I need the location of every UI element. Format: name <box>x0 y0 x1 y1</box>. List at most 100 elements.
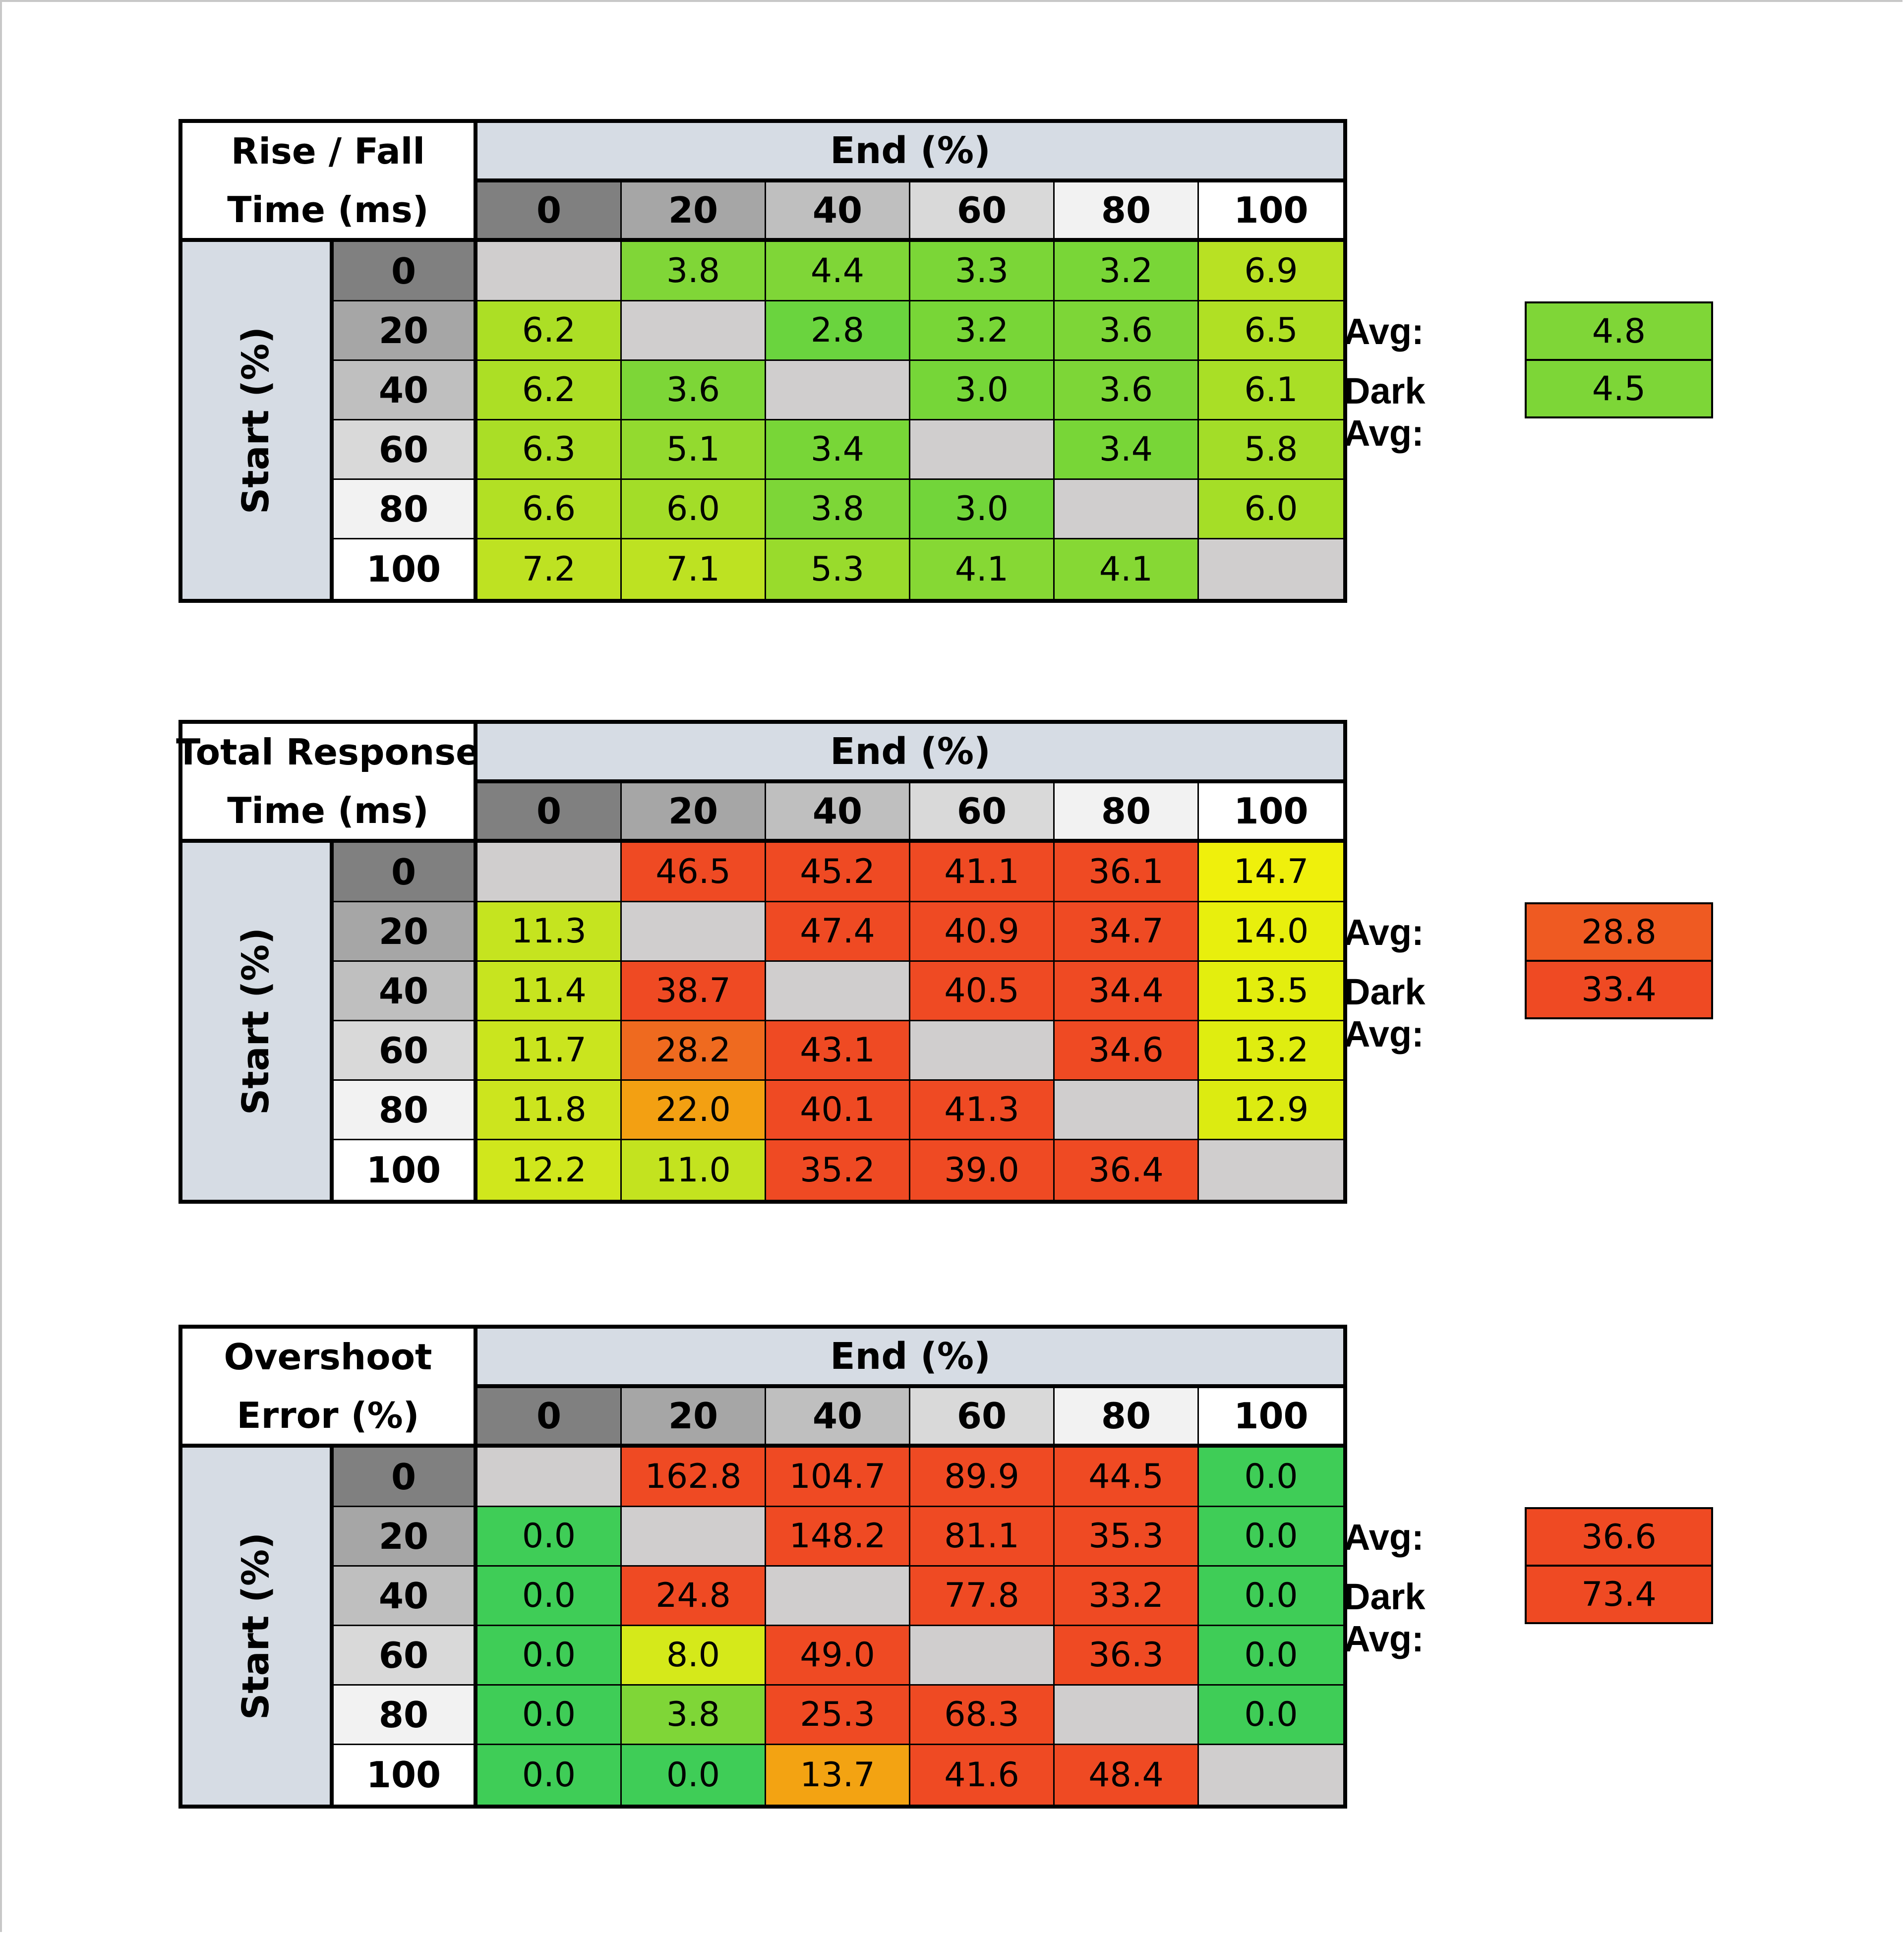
row-header: 100 <box>334 1140 477 1200</box>
value-cell: 4.4 <box>766 242 910 301</box>
value-cell: 89.9 <box>910 1448 1055 1507</box>
table-title: Rise / Fall Time (ms) <box>182 123 477 242</box>
diagonal-cell <box>477 1448 622 1507</box>
value-cell: 11.4 <box>477 962 622 1021</box>
column-header: 20 <box>622 783 766 843</box>
column-header: 100 <box>1199 182 1343 242</box>
row-header: 80 <box>334 1686 477 1745</box>
value-cell: 41.6 <box>910 1745 1055 1805</box>
heatmap-grid: Total Response Time (ms) End (%) 0 20 40 60 80 1… <box>176 720 1347 1204</box>
dark-avg-label: Dark Avg: <box>1344 1576 1426 1659</box>
value-cell: 5.3 <box>766 539 910 599</box>
value-cell: 14.0 <box>1199 902 1343 962</box>
value-cell: 12.2 <box>477 1140 622 1200</box>
row-header: 20 <box>334 1507 477 1567</box>
value-cell: 6.2 <box>477 301 622 361</box>
row-header: 0 <box>334 242 477 301</box>
row-header: 0 <box>334 843 477 902</box>
table-title-line: Time (ms) <box>227 189 429 231</box>
dark-avg-label: Dark Avg: <box>1344 370 1426 454</box>
value-cell: 3.2 <box>910 301 1055 361</box>
dark-avg-value: 4.5 <box>1525 359 1713 418</box>
value-cell: 6.0 <box>1199 480 1343 539</box>
value-cell: 162.8 <box>622 1448 766 1507</box>
table-title-line: Error (%) <box>237 1395 419 1436</box>
value-cell: 34.4 <box>1055 962 1199 1021</box>
start-axis-label: Start (%) <box>182 843 334 1200</box>
value-cell: 43.1 <box>766 1021 910 1081</box>
column-header: 100 <box>1199 1388 1343 1448</box>
column-header: 100 <box>1199 783 1343 843</box>
row-header: 100 <box>334 1745 477 1805</box>
value-cell: 11.8 <box>477 1081 622 1140</box>
table-title-line: Overshoot <box>224 1336 432 1378</box>
value-cell: 6.2 <box>477 361 622 420</box>
avg-label: Avg: <box>1344 912 1424 953</box>
column-header: 20 <box>622 1388 766 1448</box>
row-header: 60 <box>334 420 477 480</box>
value-cell: 5.8 <box>1199 420 1343 480</box>
value-cell: 45.2 <box>766 843 910 902</box>
value-cell: 25.3 <box>766 1686 910 1745</box>
value-cell: 8.0 <box>622 1626 766 1686</box>
row-header: 80 <box>334 1081 477 1140</box>
value-cell: 34.6 <box>1055 1021 1199 1081</box>
value-cell: 33.2 <box>1055 1567 1199 1626</box>
value-cell: 7.2 <box>477 539 622 599</box>
row-header: 100 <box>334 539 477 599</box>
diagonal-cell <box>910 420 1055 480</box>
diagonal-cell <box>477 843 622 902</box>
row-header: 40 <box>334 962 477 1021</box>
value-cell: 7.1 <box>622 539 766 599</box>
column-header: 40 <box>766 182 910 242</box>
value-cell: 47.4 <box>766 902 910 962</box>
value-cell: 0.0 <box>477 1686 622 1745</box>
row-header: 0 <box>334 1448 477 1507</box>
value-cell: 46.5 <box>622 843 766 902</box>
value-cell: 68.3 <box>910 1686 1055 1745</box>
diagonal-cell <box>1055 1081 1199 1140</box>
dark-avg-value: 33.4 <box>1525 960 1713 1019</box>
diagonal-cell <box>910 1021 1055 1081</box>
column-header: 0 <box>477 783 622 843</box>
value-cell: 11.3 <box>477 902 622 962</box>
value-cell: 3.8 <box>622 1686 766 1745</box>
column-header: 40 <box>766 1388 910 1448</box>
value-cell: 48.4 <box>1055 1745 1199 1805</box>
avg-label: Avg: <box>1344 311 1424 352</box>
row-header: 60 <box>334 1021 477 1081</box>
value-cell: 6.6 <box>477 480 622 539</box>
start-axis-text: Start (%) <box>235 927 278 1115</box>
avg-value: 36.6 <box>1525 1507 1713 1567</box>
value-cell: 0.0 <box>622 1745 766 1805</box>
value-cell: 34.7 <box>1055 902 1199 962</box>
dark-avg-label: Dark Avg: <box>1344 971 1426 1054</box>
value-cell: 49.0 <box>766 1626 910 1686</box>
value-cell: 5.1 <box>622 420 766 480</box>
diagonal-cell <box>766 361 910 420</box>
value-cell: 6.5 <box>1199 301 1343 361</box>
value-cell: 40.9 <box>910 902 1055 962</box>
value-cell: 0.0 <box>477 1745 622 1805</box>
value-cell: 3.6 <box>1055 301 1199 361</box>
end-axis-label: End (%) <box>477 1329 1343 1388</box>
value-cell: 14.7 <box>1199 843 1343 902</box>
value-cell: 39.0 <box>910 1140 1055 1200</box>
value-cell: 3.4 <box>1055 420 1199 480</box>
value-cell: 41.1 <box>910 843 1055 902</box>
end-axis-label: End (%) <box>477 123 1343 182</box>
table-title-line: Total Response <box>176 731 480 773</box>
value-cell: 104.7 <box>766 1448 910 1507</box>
value-cell: 6.1 <box>1199 361 1343 420</box>
column-header: 0 <box>477 1388 622 1448</box>
value-cell: 3.4 <box>766 420 910 480</box>
value-cell: 0.0 <box>1199 1448 1343 1507</box>
dark-avg-value: 73.4 <box>1525 1565 1713 1624</box>
value-cell: 2.8 <box>766 301 910 361</box>
diagonal-cell <box>766 1567 910 1626</box>
value-cell: 11.0 <box>622 1140 766 1200</box>
diagonal-cell <box>910 1626 1055 1686</box>
value-cell: 24.8 <box>622 1567 766 1626</box>
diagonal-cell <box>622 902 766 962</box>
value-cell: 3.3 <box>910 242 1055 301</box>
